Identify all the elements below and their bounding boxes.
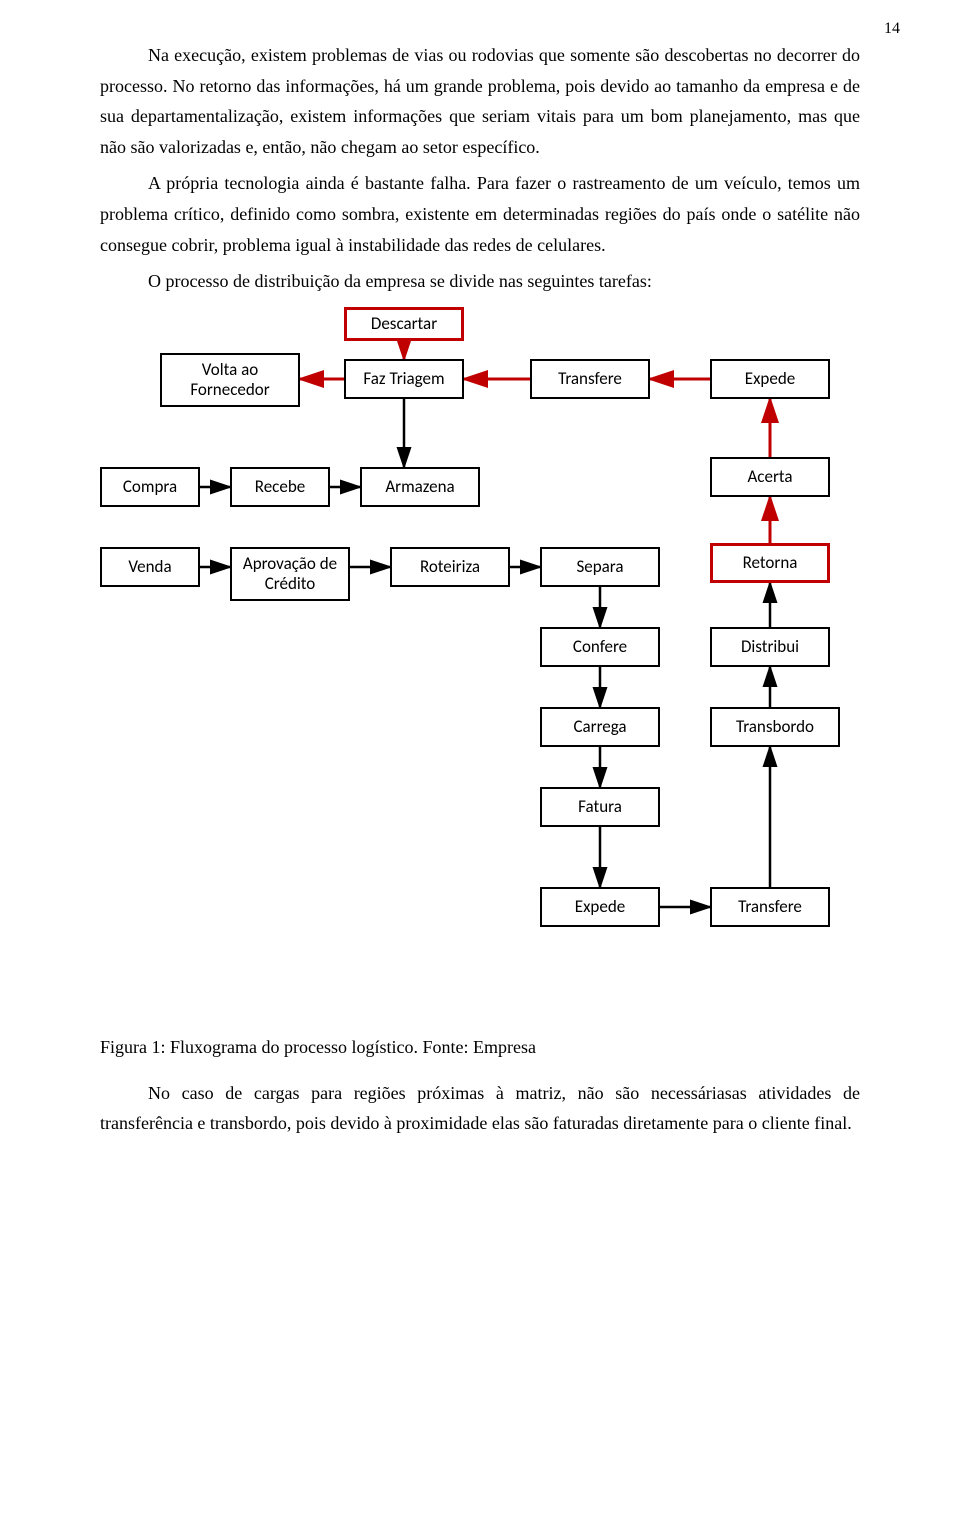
node-fatura: Fatura — [540, 787, 660, 827]
node-venda: Venda — [100, 547, 200, 587]
node-faztriagem: Faz Triagem — [344, 359, 464, 399]
node-carrega: Carrega — [540, 707, 660, 747]
node-acerta: Acerta — [710, 457, 830, 497]
node-recebe: Recebe — [230, 467, 330, 507]
node-separa: Separa — [540, 547, 660, 587]
node-transfere1: Transfere — [530, 359, 650, 399]
page: 14 Na execução, existem problemas de via… — [0, 0, 960, 1205]
paragraph-2: A própria tecnologia ainda é bastante fa… — [100, 168, 860, 260]
paragraph-1: Na execução, existem problemas de vias o… — [100, 40, 860, 162]
figure-caption: Figura 1: Fluxograma do processo logísti… — [100, 1037, 860, 1058]
paragraph-3: O processo de distribuição da empresa se… — [100, 266, 860, 297]
node-distribui: Distribui — [710, 627, 830, 667]
node-descartar: Descartar — [344, 307, 464, 341]
node-transfere2: Transfere — [710, 887, 830, 927]
node-expede2: Expede — [540, 887, 660, 927]
node-transbordo: Transbordo — [710, 707, 840, 747]
node-aprovacao: Aprovação de Crédito — [230, 547, 350, 601]
node-expede1: Expede — [710, 359, 830, 399]
node-confere: Confere — [540, 627, 660, 667]
node-roteiriza: Roteiriza — [390, 547, 510, 587]
node-retorna: Retorna — [710, 543, 830, 583]
node-compra: Compra — [100, 467, 200, 507]
node-armazena: Armazena — [360, 467, 480, 507]
page-number: 14 — [884, 20, 900, 38]
node-volta: Volta ao Fornecedor — [160, 353, 300, 407]
flowchart: Descartar Volta ao Fornecedor Faz Triagem T… — [100, 307, 860, 1007]
paragraph-4: No caso de cargas para regiões próximas … — [100, 1078, 860, 1139]
